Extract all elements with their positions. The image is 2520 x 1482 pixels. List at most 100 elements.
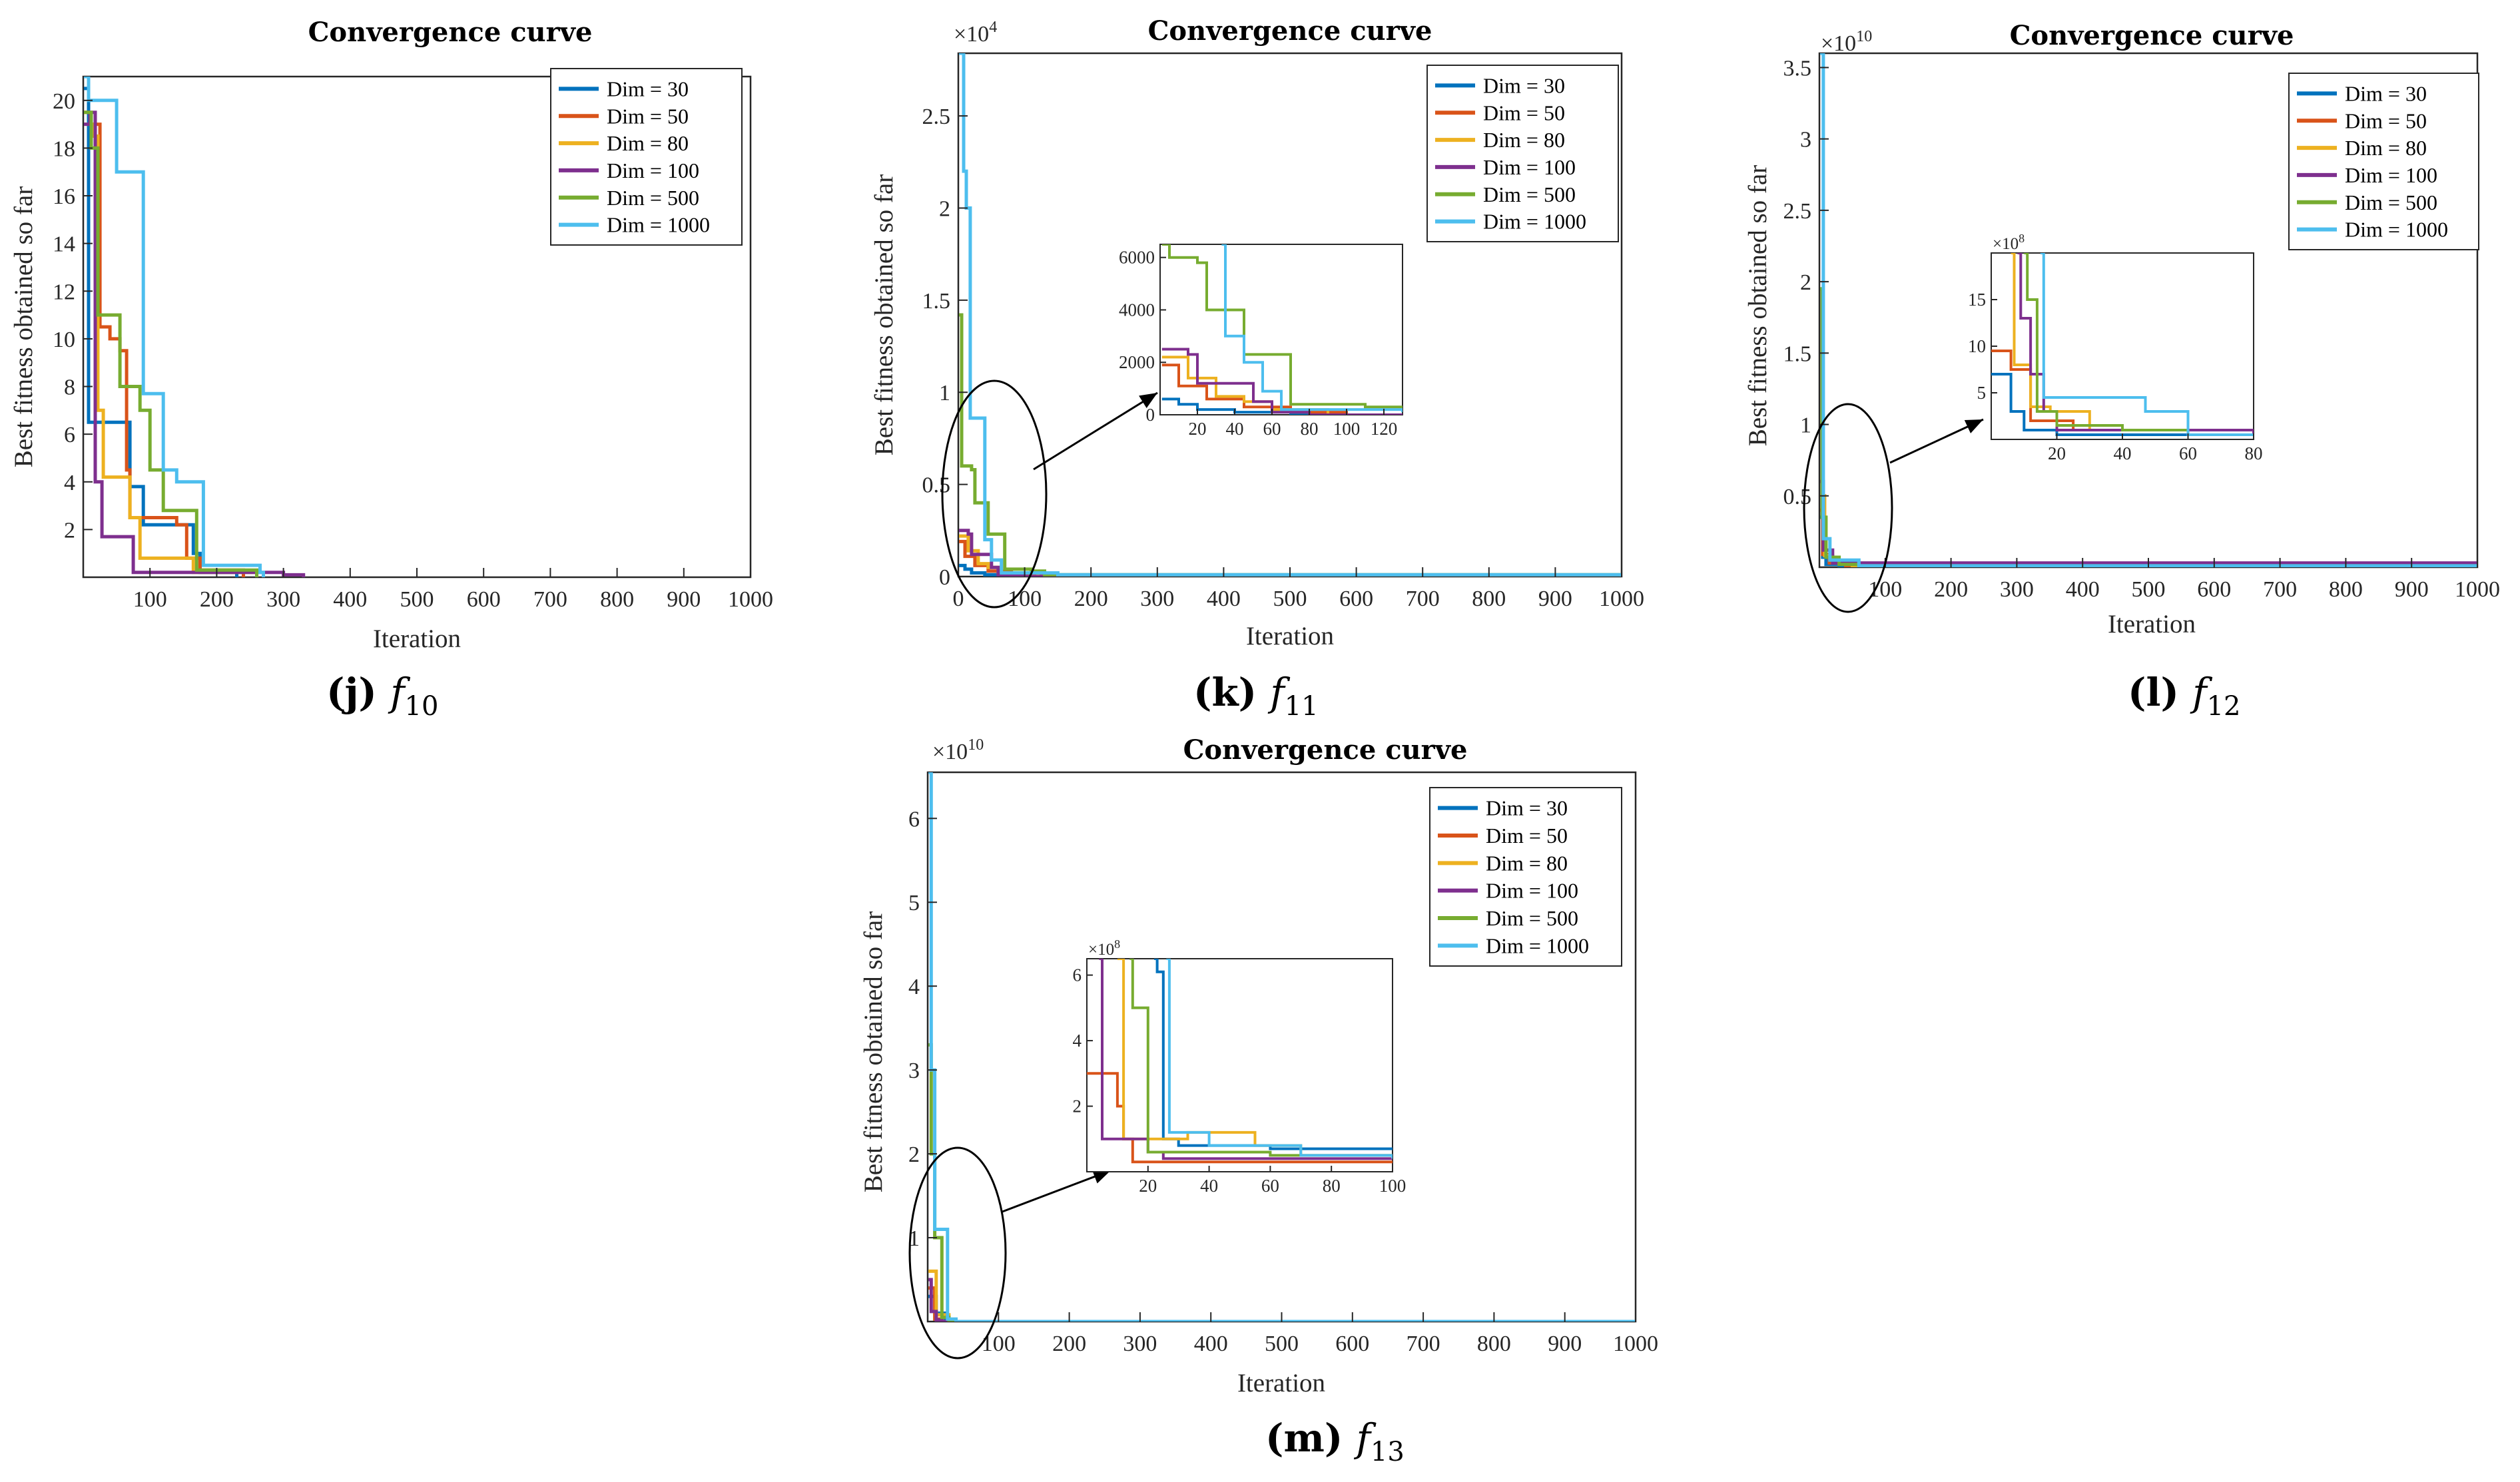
x-tick-label: 200 (1052, 1332, 1086, 1356)
x-tick-label: 200 (1934, 577, 1968, 602)
y-tick-label: 3 (908, 1059, 920, 1083)
series-line-dim-100 (928, 1278, 1636, 1322)
chart-m: 100 200 300 400 500 600 700 800 900 1000123456×10… (859, 734, 1658, 1467)
caption-label: (j) (326, 670, 390, 715)
legend-label-dim-50: Dim = 50 (1483, 101, 1565, 124)
inset-x-tick-label: 40 (1226, 419, 1244, 439)
legend-box (2288, 73, 2479, 250)
inset-x-tick-label: 60 (1263, 419, 1281, 439)
chart-title: Convergence curve (1148, 15, 1432, 47)
y-multiplier-exponent: 10 (1856, 28, 1872, 45)
x-tick-label: 100 (133, 587, 167, 612)
x-tick-label: 700 (1406, 587, 1440, 611)
legend-label-dim-1000: Dim = 1000 (2345, 218, 2448, 242)
inset-y-tick-label: 6000 (1119, 248, 1155, 268)
inset-x-tick-label: 60 (1261, 1176, 1279, 1196)
x-tick-label: 800 (1472, 587, 1506, 611)
x-tick-label: 500 (1265, 1332, 1299, 1356)
chart-j: 100 200 300 400 500 600 700 800 900 1000 2 4 6 8 10 12 1… (9, 17, 773, 722)
y-axis-label: Best fitness obtained so far (870, 174, 898, 455)
x-tick-label: 600 (2197, 577, 2231, 602)
series-line-dim-1000 (84, 77, 265, 577)
inset-series-group (1991, 253, 2254, 436)
inset-series-line-dim-1000 (1221, 244, 1403, 413)
y-tick-label: 20 (53, 89, 75, 114)
legend-box (1426, 65, 1619, 242)
legend-label-dim-500: Dim = 500 (1483, 182, 1576, 206)
inset-x-tick-label: 20 (1139, 1176, 1157, 1196)
panel-caption: (k) f11 (1193, 670, 1319, 722)
y-tick-label: 12 (53, 280, 75, 304)
series-line-dim-500 (959, 313, 1622, 577)
x-tick-label: 900 (667, 587, 701, 612)
inset-x-tick-label: 40 (1200, 1176, 1218, 1196)
inset-x-tick-label: 80 (1323, 1176, 1341, 1196)
caption-subscript: 11 (1285, 691, 1319, 722)
inset-y-tick-label: 15 (1968, 290, 1986, 310)
zoom-arrow-line (1033, 391, 1158, 471)
inset-y-tick-label: 10 (1968, 336, 1986, 356)
legend-label-dim-50: Dim = 50 (607, 104, 689, 128)
inset-y-multiplier: ×108 (1088, 937, 1120, 959)
zoom-arrow-line (1002, 1169, 1111, 1213)
caption-subscript: 12 (2207, 691, 2241, 722)
caption-subscript: 10 (405, 691, 439, 722)
zoom-ellipse (908, 1146, 1007, 1359)
x-tick-label: 500 (400, 587, 434, 612)
legend-label-dim-100: Dim = 100 (1486, 879, 1578, 903)
legend: Dim = 30 Dim = 50 Dim = 80 Dim = 100 Dim = 5… (1429, 787, 1622, 967)
legend: Dim = 30 Dim = 50 Dim = 80 Dim = 100 Dim = 5… (2288, 73, 2479, 250)
inset-y-tick-label: 5 (1977, 383, 1987, 403)
inset-series-line-dim-1000 (1166, 959, 1393, 1159)
y-tick-label: 3 (1800, 128, 1811, 152)
legend-label-dim-30: Dim = 30 (2345, 81, 2427, 105)
caption-label: (l) (2128, 670, 2192, 715)
x-tick-label: 1000 (1599, 587, 1644, 611)
legend-label-dim-80: Dim = 80 (1483, 128, 1565, 152)
x-tick-label: 500 (2132, 577, 2166, 602)
chart-k: 0 100 200 300 400 500 600 700 800 900 100000.511.5… (870, 15, 1644, 722)
x-tick-label: 800 (600, 587, 634, 612)
inset-x-tick-label: 100 (1379, 1176, 1407, 1196)
x-tick-label: 800 (2329, 577, 2363, 602)
inset-x-tick-label: 40 (2114, 443, 2132, 463)
inset-x-tick-label: 20 (2048, 443, 2066, 463)
x-tick-label: 900 (1538, 587, 1572, 611)
y-tick-label: 1.5 (1783, 342, 1812, 366)
y-multiplier-exponent: 10 (968, 736, 984, 754)
chart-title: Convergence curve (2010, 20, 2294, 51)
legend-label-dim-100: Dim = 100 (2345, 163, 2437, 187)
zoom-arrow-head (1139, 393, 1157, 409)
legend-label-dim-500: Dim = 500 (2345, 190, 2437, 214)
zoom-arrow-head (1092, 1169, 1111, 1184)
legend-label-dim-500: Dim = 500 (1486, 906, 1578, 930)
x-tick-label: 500 (1273, 587, 1307, 611)
x-tick-label: 1000 (728, 587, 773, 612)
x-axis-label: Iteration (373, 624, 461, 653)
x-tick-label: 400 (1194, 1332, 1228, 1356)
caption-label: (m) (1265, 1415, 1356, 1461)
panel-caption: (l) f12 (2128, 670, 2241, 722)
x-tick-label: 900 (2395, 577, 2429, 602)
chart-title: Convergence curve (1183, 734, 1468, 766)
inset-y-tick-label: 4000 (1119, 300, 1155, 320)
inset-y-tick-label: 2 (1073, 1097, 1082, 1116)
x-tick-label: 600 (1335, 1332, 1369, 1356)
y-axis-label: Best fitness obtained so far (9, 186, 38, 467)
x-tick-label: 700 (533, 587, 567, 612)
legend-label-dim-30: Dim = 30 (1483, 73, 1565, 97)
x-tick-label: 700 (2263, 577, 2297, 602)
x-tick-label: 200 (1074, 587, 1108, 611)
inset-y-tick-label: 2000 (1119, 352, 1155, 372)
y-tick-label: 2 (939, 196, 950, 221)
y-tick-label: 14 (53, 232, 75, 257)
legend-label-dim-100: Dim = 100 (1483, 155, 1576, 179)
legend-label-dim-80: Dim = 80 (607, 131, 689, 155)
legend-label-dim-1000: Dim = 1000 (1486, 933, 1589, 957)
inset-plot-area (1159, 244, 1403, 415)
legend-label-dim-100: Dim = 100 (607, 158, 699, 182)
x-tick-label: 900 (1548, 1332, 1582, 1356)
series-line-dim-500 (84, 111, 258, 577)
